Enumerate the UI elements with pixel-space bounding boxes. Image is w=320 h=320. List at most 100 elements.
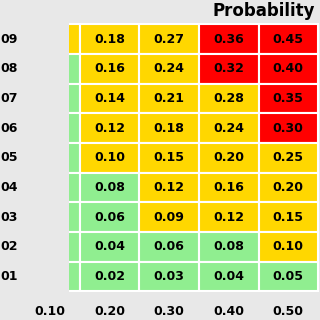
FancyBboxPatch shape — [80, 114, 139, 143]
Text: 0.35: 0.35 — [273, 92, 304, 105]
Text: 0.30: 0.30 — [154, 305, 185, 318]
Text: 06: 06 — [0, 122, 18, 135]
FancyBboxPatch shape — [80, 143, 139, 173]
Text: 0.08: 0.08 — [213, 240, 244, 253]
FancyBboxPatch shape — [259, 262, 318, 291]
FancyBboxPatch shape — [80, 54, 139, 84]
Text: 0.12: 0.12 — [94, 122, 125, 135]
FancyBboxPatch shape — [80, 262, 139, 291]
Text: 0.16: 0.16 — [213, 181, 244, 194]
Text: 0.06: 0.06 — [154, 240, 185, 253]
FancyBboxPatch shape — [199, 54, 259, 84]
Text: 04: 04 — [0, 181, 18, 194]
FancyBboxPatch shape — [80, 25, 139, 54]
FancyBboxPatch shape — [20, 84, 80, 114]
FancyBboxPatch shape — [139, 232, 199, 262]
Text: 0.20: 0.20 — [94, 305, 125, 318]
Text: 0.10: 0.10 — [35, 305, 65, 318]
Text: 0.20: 0.20 — [273, 181, 304, 194]
FancyBboxPatch shape — [20, 232, 80, 262]
Text: 0.04: 0.04 — [35, 181, 65, 194]
FancyBboxPatch shape — [199, 232, 259, 262]
Text: 0.30: 0.30 — [273, 122, 304, 135]
Text: 0.02: 0.02 — [35, 240, 65, 253]
Text: 0.25: 0.25 — [273, 151, 304, 164]
Text: 0.50: 0.50 — [273, 305, 304, 318]
Text: 0.36: 0.36 — [213, 33, 244, 46]
Text: 0.18: 0.18 — [94, 33, 125, 46]
Text: 0.06: 0.06 — [35, 122, 65, 135]
FancyBboxPatch shape — [20, 202, 80, 232]
Text: 03: 03 — [0, 211, 18, 224]
FancyBboxPatch shape — [139, 143, 199, 173]
FancyBboxPatch shape — [259, 143, 318, 173]
FancyBboxPatch shape — [80, 84, 139, 114]
Text: 0.15: 0.15 — [154, 151, 185, 164]
FancyBboxPatch shape — [80, 202, 139, 232]
FancyBboxPatch shape — [80, 173, 139, 202]
Text: 0.16: 0.16 — [94, 62, 125, 76]
Text: 0.02: 0.02 — [94, 270, 125, 283]
Text: 0.27: 0.27 — [154, 33, 185, 46]
Text: 0.24: 0.24 — [213, 122, 244, 135]
FancyBboxPatch shape — [259, 232, 318, 262]
Text: 0.28: 0.28 — [213, 92, 244, 105]
Text: 0.12: 0.12 — [154, 181, 185, 194]
Text: 0.18: 0.18 — [154, 122, 185, 135]
Text: 0.07: 0.07 — [35, 92, 65, 105]
FancyBboxPatch shape — [259, 54, 318, 84]
FancyBboxPatch shape — [20, 262, 80, 291]
Text: 0.10: 0.10 — [94, 151, 125, 164]
FancyBboxPatch shape — [20, 54, 80, 84]
Text: Probability: Probability — [212, 2, 315, 20]
FancyBboxPatch shape — [199, 143, 259, 173]
Text: 0.14: 0.14 — [94, 92, 125, 105]
Text: 0.40: 0.40 — [273, 62, 304, 76]
Text: 0.09: 0.09 — [154, 211, 185, 224]
Text: 05: 05 — [0, 151, 18, 164]
FancyBboxPatch shape — [139, 54, 199, 84]
FancyBboxPatch shape — [259, 173, 318, 202]
Text: 0.01: 0.01 — [35, 270, 65, 283]
Text: 07: 07 — [0, 92, 18, 105]
FancyBboxPatch shape — [199, 173, 259, 202]
Text: 0.04: 0.04 — [213, 270, 244, 283]
FancyBboxPatch shape — [80, 232, 139, 262]
FancyBboxPatch shape — [20, 173, 80, 202]
FancyBboxPatch shape — [199, 202, 259, 232]
Text: 0.40: 0.40 — [213, 305, 244, 318]
FancyBboxPatch shape — [199, 114, 259, 143]
FancyBboxPatch shape — [199, 262, 259, 291]
Text: 0.03: 0.03 — [35, 211, 65, 224]
Text: 0.32: 0.32 — [213, 62, 244, 76]
FancyBboxPatch shape — [199, 25, 259, 54]
Text: 0.08: 0.08 — [35, 62, 65, 76]
Text: 0.05: 0.05 — [273, 270, 304, 283]
FancyBboxPatch shape — [139, 202, 199, 232]
Text: 0.03: 0.03 — [154, 270, 185, 283]
Text: 0.09: 0.09 — [35, 33, 65, 46]
FancyBboxPatch shape — [139, 84, 199, 114]
FancyBboxPatch shape — [259, 84, 318, 114]
Text: 0.08: 0.08 — [94, 181, 125, 194]
FancyBboxPatch shape — [139, 114, 199, 143]
Text: 0.10: 0.10 — [273, 240, 304, 253]
FancyBboxPatch shape — [139, 262, 199, 291]
Text: 0.20: 0.20 — [213, 151, 244, 164]
FancyBboxPatch shape — [259, 114, 318, 143]
Text: 01: 01 — [0, 270, 18, 283]
Text: 02: 02 — [0, 240, 18, 253]
FancyBboxPatch shape — [259, 25, 318, 54]
Text: 0.21: 0.21 — [154, 92, 185, 105]
Text: 08: 08 — [0, 62, 18, 76]
FancyBboxPatch shape — [139, 173, 199, 202]
Text: 0.45: 0.45 — [273, 33, 304, 46]
Text: 0.05: 0.05 — [35, 151, 65, 164]
FancyBboxPatch shape — [20, 143, 80, 173]
Text: 0.15: 0.15 — [273, 211, 304, 224]
Text: 09: 09 — [0, 33, 18, 46]
FancyBboxPatch shape — [20, 114, 80, 143]
Text: 0.24: 0.24 — [154, 62, 185, 76]
Text: 0.12: 0.12 — [213, 211, 244, 224]
FancyBboxPatch shape — [259, 202, 318, 232]
